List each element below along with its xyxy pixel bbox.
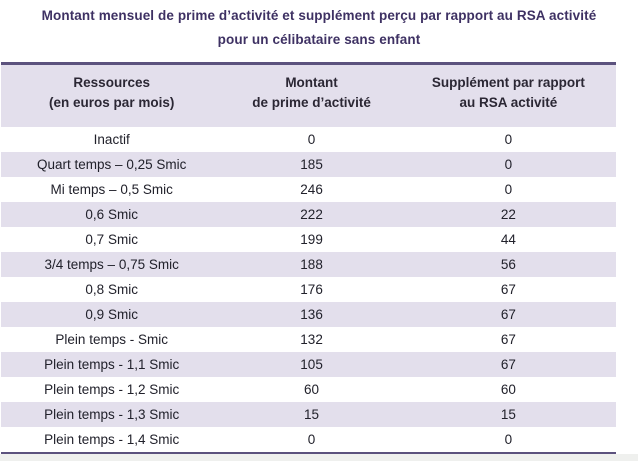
prime-amount-cell: 246 [300, 182, 323, 197]
rsa-supplement-cell: 0 [504, 432, 513, 447]
prime-amount-cell: 188 [300, 257, 323, 272]
resources-cell: Mi temps – 0,5 Smic [50, 182, 173, 197]
prime-amount-cell: 176 [300, 282, 323, 297]
prime-amount-cell: 0 [307, 132, 316, 147]
resources-cell: Plein temps - 1,1 Smic [44, 357, 180, 372]
rsa-supplement-cell: 67 [500, 332, 516, 347]
table-row: Inactif 0 0 [1, 127, 616, 152]
prime-amount-cell: 199 [300, 232, 323, 247]
header-resources: Ressources (en euros par mois) [49, 75, 175, 110]
resources-cell: 0,7 Smic [85, 232, 138, 247]
resources-cell: 0,8 Smic [85, 282, 138, 297]
page-title: Montant mensuel de prime d’activité et s… [0, 0, 638, 52]
prime-amount-cell: 222 [300, 207, 323, 222]
table-header-row: Ressources (en euros par mois) Montant d… [1, 65, 616, 127]
resources-cell: 3/4 temps – 0,75 Smic [44, 257, 179, 272]
table-row: Plein temps - 1,2 Smic 60 60 [1, 377, 616, 402]
table-row: Plein temps - 1,1 Smic 105 67 [1, 352, 616, 377]
resources-cell: Plein temps - 1,3 Smic [44, 407, 180, 422]
table-row: 0,7 Smic 199 44 [1, 227, 616, 252]
table-row: Plein temps - Smic 132 67 [1, 327, 616, 352]
resources-cell: Inactif [93, 132, 130, 147]
rsa-supplement-cell: 0 [504, 157, 513, 172]
data-table: Ressources (en euros par mois) Montant d… [1, 62, 616, 454]
prime-amount-cell: 132 [300, 332, 323, 347]
rsa-supplement-cell: 15 [500, 407, 516, 422]
title-line-2: pour un célibataire sans enfant [217, 32, 421, 47]
prime-amount-cell: 105 [300, 357, 323, 372]
header-prime-amount: Montant de prime d’activité [252, 75, 371, 110]
resources-cell: Quart temps – 0,25 Smic [37, 157, 187, 172]
table-row: Plein temps - 1,3 Smic 15 15 [1, 402, 616, 427]
rsa-supplement-cell: 67 [500, 307, 516, 322]
table-row: 0,8 Smic 176 67 [1, 277, 616, 302]
header-rsa-supplement: Supplément par rapport au RSA activité [431, 75, 585, 110]
rsa-supplement-cell: 44 [500, 232, 516, 247]
table-row: 0,9 Smic 136 67 [1, 302, 616, 327]
resources-cell: 0,6 Smic [85, 207, 138, 222]
resources-cell: Plein temps - Smic [55, 332, 168, 347]
table-row: 3/4 temps – 0,75 Smic 188 56 [1, 252, 616, 277]
rsa-supplement-cell: 0 [504, 132, 513, 147]
resources-cell: Plein temps - 1,4 Smic [44, 432, 180, 447]
table-row: Plein temps - 1,4 Smic 0 0 [1, 427, 616, 452]
table-row: Mi temps – 0,5 Smic 246 0 [1, 177, 616, 202]
title-line-1: Montant mensuel de prime d’activité et s… [41, 8, 597, 23]
rsa-supplement-cell: 56 [500, 257, 516, 272]
rsa-supplement-cell: 22 [500, 207, 516, 222]
rsa-supplement-cell: 60 [500, 382, 516, 397]
prime-amount-cell: 15 [304, 407, 320, 422]
rsa-supplement-cell: 0 [504, 182, 513, 197]
resources-cell: Plein temps - 1,2 Smic [44, 382, 180, 397]
rsa-supplement-cell: 67 [500, 282, 516, 297]
rsa-supplement-cell: 67 [500, 357, 516, 372]
prime-amount-cell: 60 [304, 382, 320, 397]
prime-amount-cell: 0 [307, 432, 316, 447]
resources-cell: 0,9 Smic [85, 307, 138, 322]
bottom-margin-strip [0, 454, 638, 461]
prime-amount-cell: 185 [300, 157, 323, 172]
prime-amount-cell: 136 [300, 307, 323, 322]
table-row: Quart temps – 0,25 Smic 185 0 [1, 152, 616, 177]
table-row: 0,6 Smic 222 22 [1, 202, 616, 227]
